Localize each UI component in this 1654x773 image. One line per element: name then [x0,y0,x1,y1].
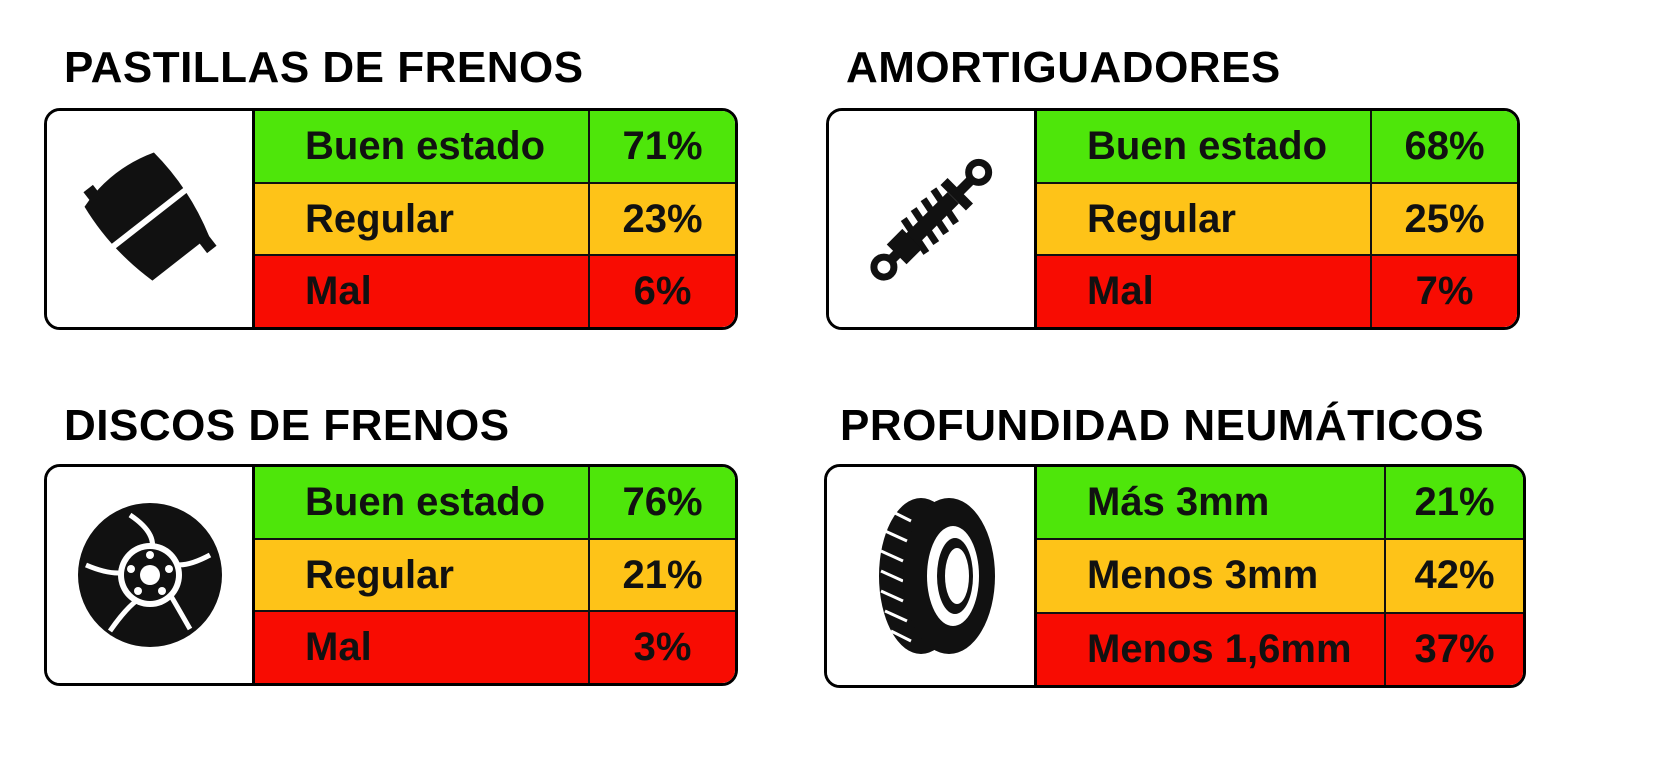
row-label: Regular [1087,196,1236,241]
row-value: 6% [588,256,735,327]
tire-icon [851,491,1011,661]
row-label: Buen estado [305,479,546,524]
row-fair: Regular 21% [255,537,735,611]
panel-title: DISCOS DE FRENOS [64,401,510,450]
panel-title: PASTILLAS DE FRENOS [64,43,584,92]
row-label: Regular [305,196,454,241]
row-label: Regular [305,552,454,597]
stats-card: Más 3mm 21% Menos 3mm 42% Menos 1,6mm 37… [824,464,1526,688]
rows: Buen estado 71% Regular 23% Mal 6% [255,111,735,327]
row-fair: Regular 23% [255,181,735,255]
row-value: 7% [1370,256,1517,327]
row-bad: Mal 6% [255,254,735,327]
stats-card: Buen estado 71% Regular 23% Mal 6% [44,108,738,330]
icon-cell [47,111,255,327]
rows: Más 3mm 21% Menos 3mm 42% Menos 1,6mm 37… [1037,467,1523,685]
row-good: Buen estado 76% [255,467,735,538]
row-label: Buen estado [1087,123,1328,168]
row-value: 71% [588,111,735,182]
row-value: 23% [588,183,735,255]
row-value: 76% [588,467,735,538]
row-label: Más 3mm [1087,480,1270,525]
stats-card: Buen estado 68% Regular 25% Mal 7% [826,108,1520,330]
row-bad: Mal 7% [1037,254,1517,327]
row-bad: Mal 3% [255,610,735,683]
row-good: Buen estado 71% [255,111,735,182]
row-fair: Menos 3mm 42% [1037,538,1523,612]
row-good: Buen estado 68% [1037,111,1517,182]
row-value: 3% [588,612,735,683]
brake-disc-icon [70,495,230,655]
row-label: Mal [1087,269,1154,314]
stats-card: Buen estado 76% Regular 21% Mal 3% [44,464,738,686]
panel-title: PROFUNDIDAD NEUMÁTICOS [840,401,1485,450]
row-value: 21% [588,539,735,611]
row-label: Buen estado [305,123,546,168]
row-value: 21% [1384,467,1523,539]
rows: Buen estado 68% Regular 25% Mal 7% [1037,111,1517,327]
row-value: 68% [1370,111,1517,182]
icon-cell [829,111,1037,327]
icon-cell [47,467,255,683]
row-bad: Menos 1,6mm 37% [1037,611,1523,685]
row-good: Más 3mm 21% [1037,467,1523,539]
row-value: 25% [1370,183,1517,255]
shock-absorber-icon [852,139,1012,299]
row-label: Menos 3mm [1087,553,1319,598]
panel-title: AMORTIGUADORES [846,43,1281,92]
row-value: 42% [1384,540,1523,612]
row-value: 37% [1384,613,1523,685]
rows: Buen estado 76% Regular 21% Mal 3% [255,467,735,683]
icon-cell [827,467,1037,685]
row-label: Menos 1,6mm [1087,626,1352,671]
row-label: Mal [305,269,372,314]
row-label: Mal [305,625,372,670]
row-fair: Regular 25% [1037,181,1517,255]
brake-pad-icon [70,139,230,299]
